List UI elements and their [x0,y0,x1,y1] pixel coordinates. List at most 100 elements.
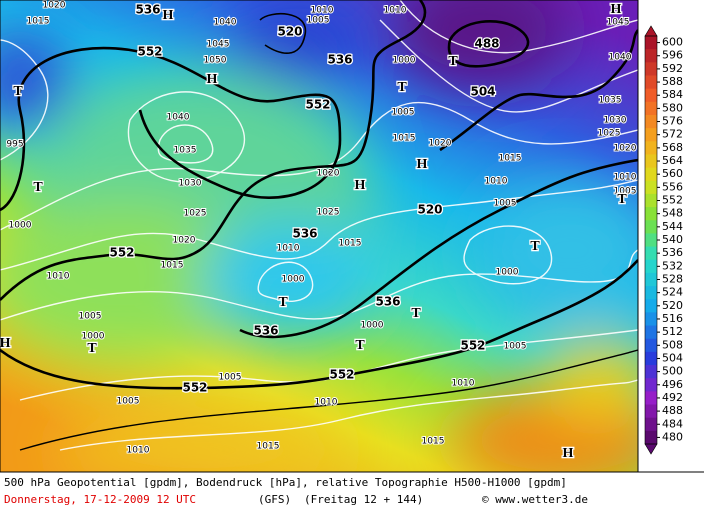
colorbar-tick-label: 512 [662,325,683,338]
pressure-label: 1010 [485,177,508,187]
colorbar-segment [645,36,657,50]
pressure-label: 1000 [9,221,32,231]
colorbar-segment [645,167,657,182]
geopotential-label: 488 [474,37,499,51]
high-marker: H [611,2,622,17]
geopotential-label: 520 [417,203,442,217]
pressure-label: 1010 [127,446,150,456]
pressure-label: 1005 [117,397,140,407]
pressure-label: 1020 [614,144,637,154]
colorbar-tick-label: 536 [662,246,683,259]
colorbar-tick-label: 580 [662,101,683,114]
colorbar-segment [645,365,657,379]
footer-credit: © www.wetter3.de [482,493,588,506]
pressure-label: 1030 [179,179,202,189]
geopotential-label: 536 [253,324,278,338]
colorbar-segment [645,259,657,274]
colorbar-tick-label: 544 [662,220,683,233]
colorbar-tick-label: 484 [662,417,683,430]
pressure-label: 1015 [161,261,184,271]
colorbar-tick-label: 560 [662,167,683,180]
pressure-label: 1015 [422,437,445,447]
colorbar-segment [645,404,657,419]
colorbar-segment [645,154,657,169]
colorbar-tick-label: 564 [662,154,683,167]
pressure-label: 1020 [317,169,340,179]
pressure-label: 1010 [315,398,338,408]
pressure-label: 1000 [361,321,384,331]
geopotential-label: 552 [329,368,354,382]
colorbar-tick-label: 576 [662,115,683,128]
pressure-label: 1000 [496,268,519,278]
footer-model: (GFS) [258,493,291,506]
colorbar-segment [645,101,657,116]
pressure-label: 1025 [184,209,207,219]
colorbar-tick-label: 508 [662,338,683,351]
colorbar-segment [645,286,657,300]
colorbar-segment [645,193,657,208]
pressure-label: 1000 [82,332,105,342]
pressure-label: 1035 [174,146,197,156]
colorbar-segment [645,233,657,248]
colorbar: 6005965925885845805765725685645605565525… [644,25,683,455]
high-marker: H [417,157,428,172]
low-marker: T [355,338,365,353]
geopotential-label: 536 [375,295,400,309]
low-marker: T [617,192,627,207]
pressure-label: 1005 [219,373,242,383]
pressure-label: 1015 [27,17,50,27]
colorbar-segment [645,299,657,313]
colorbar-segment [645,49,657,63]
geopotential-label: 504 [470,85,495,99]
footer-title: 500 hPa Geopotential [gpdm], Bodendruck … [4,476,567,489]
colorbar-segment [645,88,657,103]
pressure-label: 1035 [599,96,622,106]
geopotential-label: 552 [182,381,207,395]
footer-date: Donnerstag, 17-12-2009 12 UTC [4,493,196,506]
map: 552 552 552 552 552 552 536 536 536 536 536 520 520 5… [0,0,638,472]
low-marker: T [530,239,540,254]
colorbar-segment [645,128,657,142]
low-marker: T [448,54,458,69]
low-marker: T [278,295,288,310]
footer-forecast: (Freitag 12 + 144) [304,493,423,506]
colorbar-segment [645,325,657,340]
geopotential-label: 520 [277,25,302,39]
pressure-label: 1015 [499,154,522,164]
high-marker: H [207,72,218,87]
geopotential-label: 552 [460,339,485,353]
colorbar-tick-label: 524 [662,286,683,299]
pressure-label: 1010 [384,6,407,16]
colorbar-segment [645,391,657,406]
pressure-label: 995 [6,140,23,150]
pressure-label: 1005 [307,16,330,26]
colorbar-segment [645,220,657,234]
colorbar-segment [645,114,657,129]
colorbar-segment [645,312,657,327]
pressure-label: 1045 [607,18,630,28]
geopotential-label: 536 [327,53,352,67]
pressure-label: 1010 [311,6,334,16]
low-marker: T [411,306,421,321]
geopotential-label: 552 [109,246,134,260]
colorbar-segment [645,75,657,90]
geopotential-label: 552 [305,98,330,112]
colorbar-tick-label: 504 [662,351,683,364]
pressure-label: 1020 [43,1,66,11]
colorbar-segment [645,180,657,195]
low-marker: T [13,84,23,99]
colorbar-tick-label: 588 [662,75,683,88]
pressure-label: 1025 [317,208,340,218]
colorbar-tick-label: 516 [662,312,683,325]
pressure-label: 1020 [173,236,196,246]
colorbar-tick-label: 596 [662,49,683,62]
colorbar-tick-label: 492 [662,391,683,404]
pressure-label: 1040 [609,53,632,63]
pressure-label: 1005 [392,108,415,118]
pressure-label: 1040 [167,113,190,123]
pressure-label: 1015 [257,442,280,452]
colorbar-segment [645,141,657,155]
colorbar-tick-label: 532 [662,259,683,272]
colorbar-segment [645,338,657,353]
